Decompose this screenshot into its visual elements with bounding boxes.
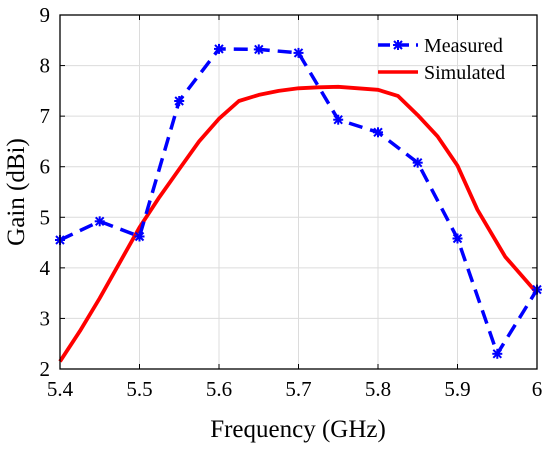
legend-simulated-label: Simulated bbox=[424, 62, 505, 84]
x-tick-label: 5.5 bbox=[126, 377, 152, 401]
axis-ticks: 5.4 5.5 5.6 5.7 5.8 5.9 6 2 3 4 5 6 7 8 9 bbox=[40, 3, 543, 401]
y-tick-label: 7 bbox=[40, 104, 51, 128]
x-tick-label: 5.7 bbox=[285, 377, 311, 401]
y-axis-title: Gain (dBi) bbox=[3, 138, 30, 246]
series-measured-point bbox=[253, 44, 264, 55]
series-measured-point bbox=[412, 157, 423, 168]
series-measured-point bbox=[94, 216, 105, 227]
series-measured-point bbox=[214, 43, 224, 54]
series-measured-point bbox=[293, 47, 304, 58]
series-measured-point bbox=[134, 231, 145, 242]
y-tick-label: 2 bbox=[40, 357, 51, 381]
y-tick-label: 4 bbox=[40, 256, 51, 280]
legend-measured-label: Measured bbox=[424, 35, 503, 57]
x-tick-label: 6 bbox=[532, 377, 543, 401]
y-tick-label: 6 bbox=[40, 155, 51, 179]
x-tick-label: 5.4 bbox=[47, 377, 74, 401]
series-measured-point bbox=[333, 114, 344, 125]
y-tick-label: 5 bbox=[40, 205, 51, 229]
series-measured-point bbox=[492, 348, 503, 359]
legend-measured-marker bbox=[393, 40, 403, 50]
y-tick-label: 9 bbox=[40, 3, 51, 27]
series-measured-point bbox=[174, 96, 185, 106]
y-tick-label: 3 bbox=[40, 306, 51, 330]
x-tick-label: 5.6 bbox=[206, 377, 232, 401]
grid bbox=[59, 14, 538, 370]
x-tick-label: 5.8 bbox=[365, 377, 391, 401]
legend: Measured Simulated bbox=[378, 35, 505, 84]
x-tick-label: 5.9 bbox=[444, 377, 470, 401]
y-tick-label: 8 bbox=[40, 54, 51, 78]
plot-area bbox=[55, 43, 542, 363]
series-measured-point bbox=[373, 127, 383, 138]
series-measured-point bbox=[452, 233, 463, 244]
x-axis-title: Frequency (GHz) bbox=[210, 416, 386, 443]
